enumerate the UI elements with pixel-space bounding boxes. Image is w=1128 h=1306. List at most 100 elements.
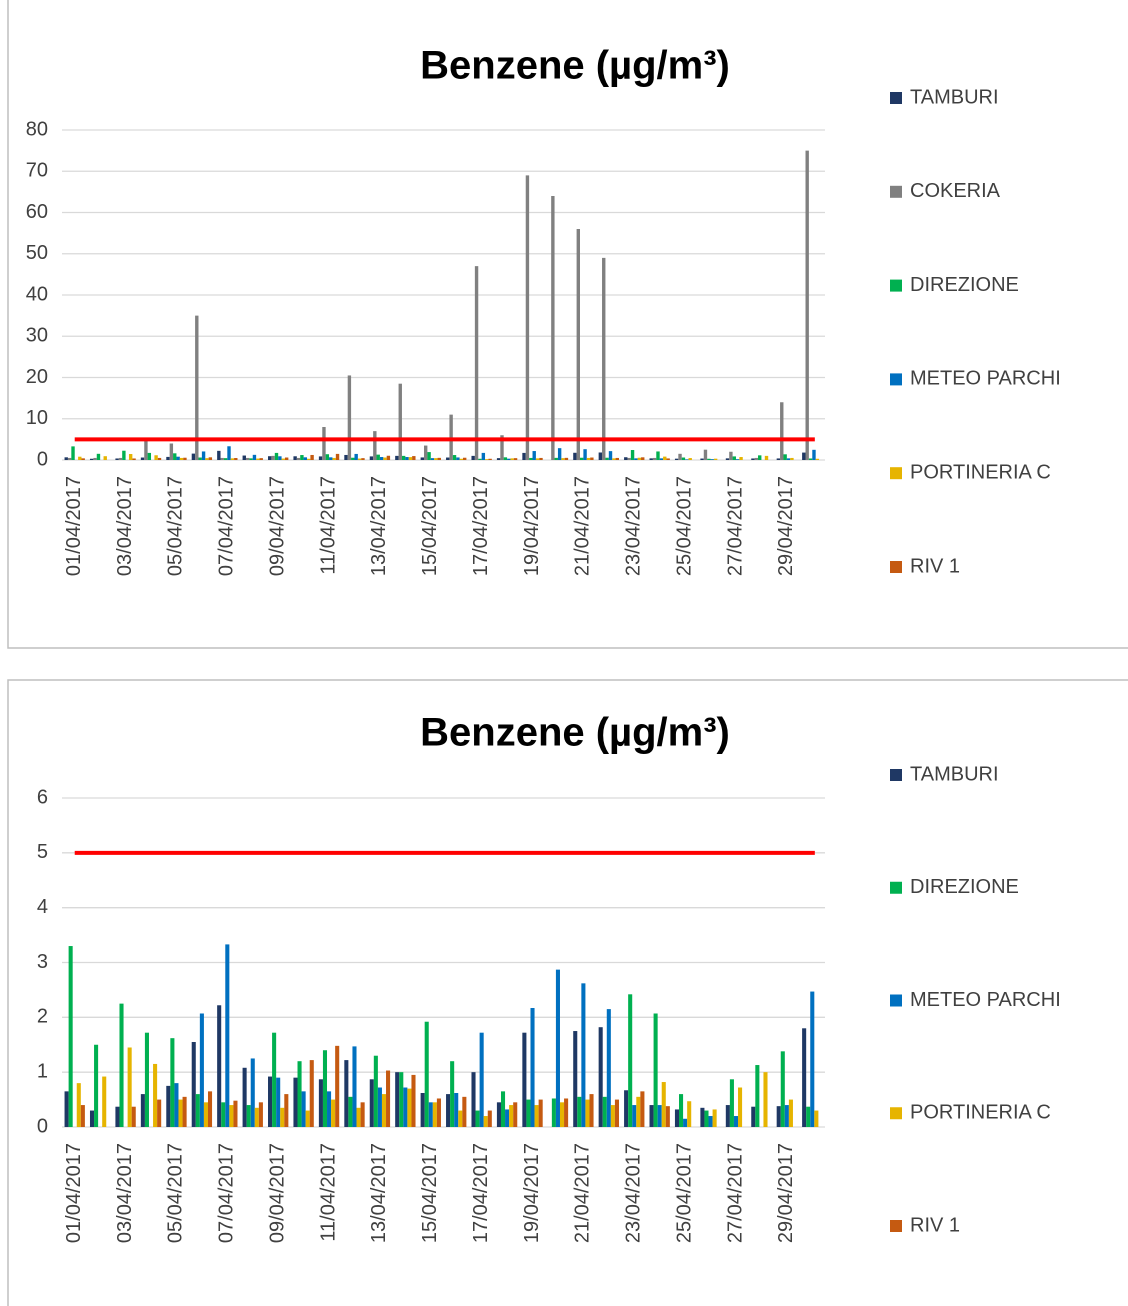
- bar: [488, 458, 492, 460]
- bar: [703, 449, 708, 460]
- bar: [526, 1099, 531, 1127]
- bar: [657, 1105, 662, 1127]
- bar: [233, 1100, 238, 1127]
- bar: [305, 1110, 310, 1127]
- legend-label: METEO PARCHI: [910, 368, 1061, 390]
- bar: [649, 458, 653, 460]
- bar: [751, 458, 755, 460]
- bar: [195, 315, 199, 460]
- bar: [166, 456, 170, 460]
- bar: [352, 1046, 357, 1127]
- bar: [178, 1099, 183, 1127]
- bar: [700, 1107, 705, 1127]
- bar: [534, 1105, 539, 1127]
- bar: [606, 1009, 611, 1127]
- bar: [738, 1087, 743, 1127]
- bar: [564, 457, 569, 460]
- bar: [656, 451, 660, 460]
- bar: [284, 457, 289, 460]
- bar: [456, 457, 460, 460]
- bar: [674, 1109, 680, 1127]
- bar: [586, 457, 591, 460]
- bar: [735, 459, 740, 460]
- bar: [764, 455, 769, 460]
- bar: [530, 1008, 535, 1127]
- bar: [405, 457, 409, 460]
- bar: [462, 1096, 467, 1127]
- legend-label: TAMBURI: [910, 763, 999, 785]
- bar: [610, 1105, 615, 1127]
- bar: [815, 458, 820, 460]
- bar: [329, 457, 333, 460]
- bar: [144, 439, 148, 460]
- y-tick-label: 70: [26, 160, 48, 182]
- bar: [681, 457, 686, 460]
- bar: [602, 257, 606, 460]
- bar: [351, 457, 355, 460]
- bar: [80, 1105, 85, 1127]
- bar: [220, 457, 224, 460]
- bar: [335, 453, 340, 460]
- bar: [268, 1076, 273, 1127]
- bar: [268, 456, 272, 460]
- legend-swatch: [890, 279, 902, 292]
- bar: [201, 451, 206, 460]
- legend-swatch: [890, 1220, 902, 1232]
- y-tick-label: 2: [37, 1006, 48, 1028]
- bar: [751, 1106, 756, 1127]
- bar: [814, 1110, 819, 1127]
- bar: [449, 414, 453, 460]
- bar: [481, 452, 486, 460]
- bar: [436, 1098, 441, 1127]
- x-tick-label: 15/04/2017: [419, 1143, 441, 1243]
- bar: [665, 1106, 670, 1127]
- bar: [755, 1065, 760, 1127]
- bar: [157, 1099, 162, 1127]
- bar: [500, 1091, 506, 1127]
- bar: [118, 457, 123, 460]
- bar: [78, 456, 82, 460]
- bar: [577, 1096, 582, 1127]
- bar: [632, 1105, 637, 1127]
- y-tick-label: 6: [37, 786, 48, 808]
- bar: [176, 456, 180, 460]
- bar: [634, 458, 638, 460]
- x-tick-label: 11/04/2017: [317, 476, 339, 575]
- x-tick-label: 15/04/2017: [419, 476, 441, 576]
- bar: [683, 1118, 688, 1127]
- x-tick-label: 27/04/2017: [724, 1143, 746, 1243]
- bar: [356, 1107, 361, 1127]
- bar: [102, 1076, 107, 1127]
- bar: [89, 1110, 95, 1127]
- legend-label: PORTINERIA C: [910, 461, 1051, 483]
- x-tick-label: 13/04/2017: [368, 1143, 390, 1243]
- y-tick-label: 60: [26, 201, 48, 223]
- bar: [128, 454, 133, 460]
- bar: [157, 457, 162, 460]
- bar: [474, 266, 479, 460]
- bar: [424, 445, 428, 460]
- chart-title: Benzene (µg/m³): [420, 711, 730, 755]
- bar: [679, 1094, 684, 1127]
- x-tick-label: 03/04/2017: [114, 476, 136, 576]
- bar: [713, 458, 718, 460]
- bar: [653, 1013, 658, 1127]
- bar: [310, 454, 314, 460]
- legend-label: COKERIA: [910, 180, 1001, 202]
- bar: [522, 1032, 527, 1127]
- bar: [708, 1116, 713, 1127]
- bar: [229, 1105, 234, 1127]
- bar: [147, 452, 152, 460]
- bar: [64, 457, 68, 460]
- legend-label: TAMBURI: [910, 86, 999, 108]
- bar: [479, 1032, 484, 1127]
- bar: [284, 1094, 289, 1127]
- bar: [559, 1102, 565, 1127]
- bar: [278, 456, 282, 460]
- bar: [127, 1047, 132, 1127]
- bar: [401, 455, 406, 460]
- bar: [170, 1038, 175, 1127]
- legend-swatch: [890, 185, 902, 198]
- bar: [780, 1051, 785, 1127]
